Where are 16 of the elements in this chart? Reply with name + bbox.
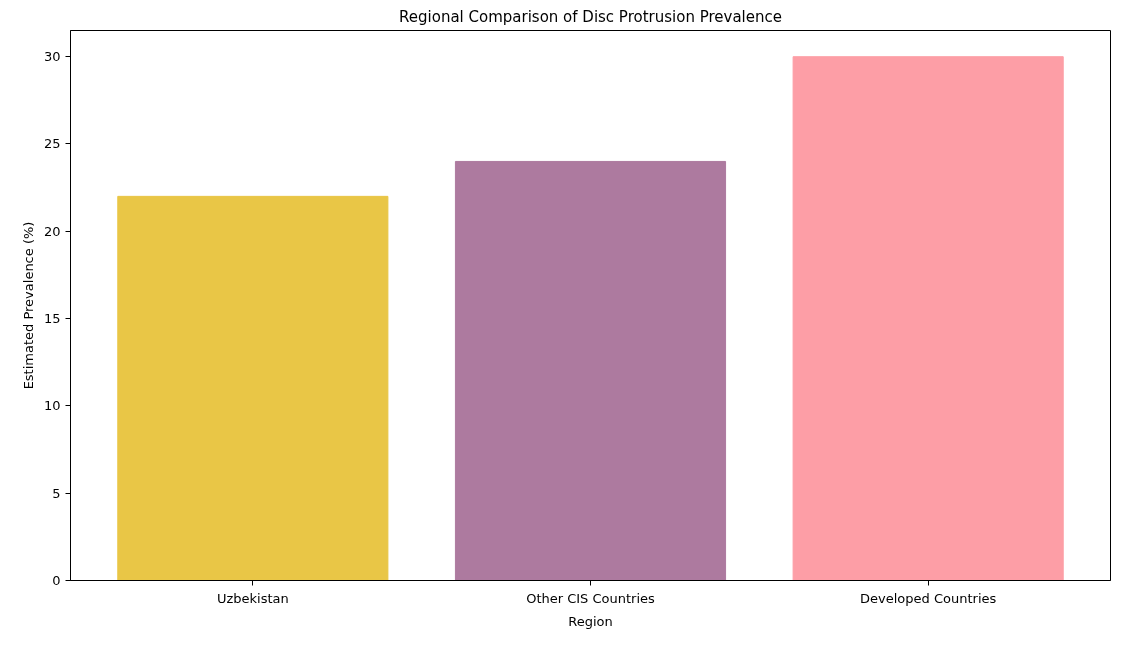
bar xyxy=(792,56,1064,581)
y-tick-label: 0 xyxy=(52,573,61,588)
y-tick-label: 10 xyxy=(43,398,61,414)
y-tick-label: 25 xyxy=(43,136,61,152)
bar xyxy=(454,160,727,581)
y-axis-title: Estimated Prevalence (%) xyxy=(20,221,36,390)
y-tick-label: 5 xyxy=(52,485,61,501)
y-tick-label: 15 xyxy=(43,311,61,327)
x-tick-label: Developed Countries xyxy=(860,590,997,606)
y-tick-label: 30 xyxy=(43,49,61,65)
x-tick-label: Other CIS Countries xyxy=(526,590,656,606)
x-axis-title: Region xyxy=(568,613,613,629)
y-tick-label: 20 xyxy=(43,223,61,239)
bar xyxy=(117,195,389,581)
chart-title: Regional Comparison of Disc Protrusion Prevalence xyxy=(399,7,782,26)
x-tick-label: Uzbekistan xyxy=(216,590,289,606)
